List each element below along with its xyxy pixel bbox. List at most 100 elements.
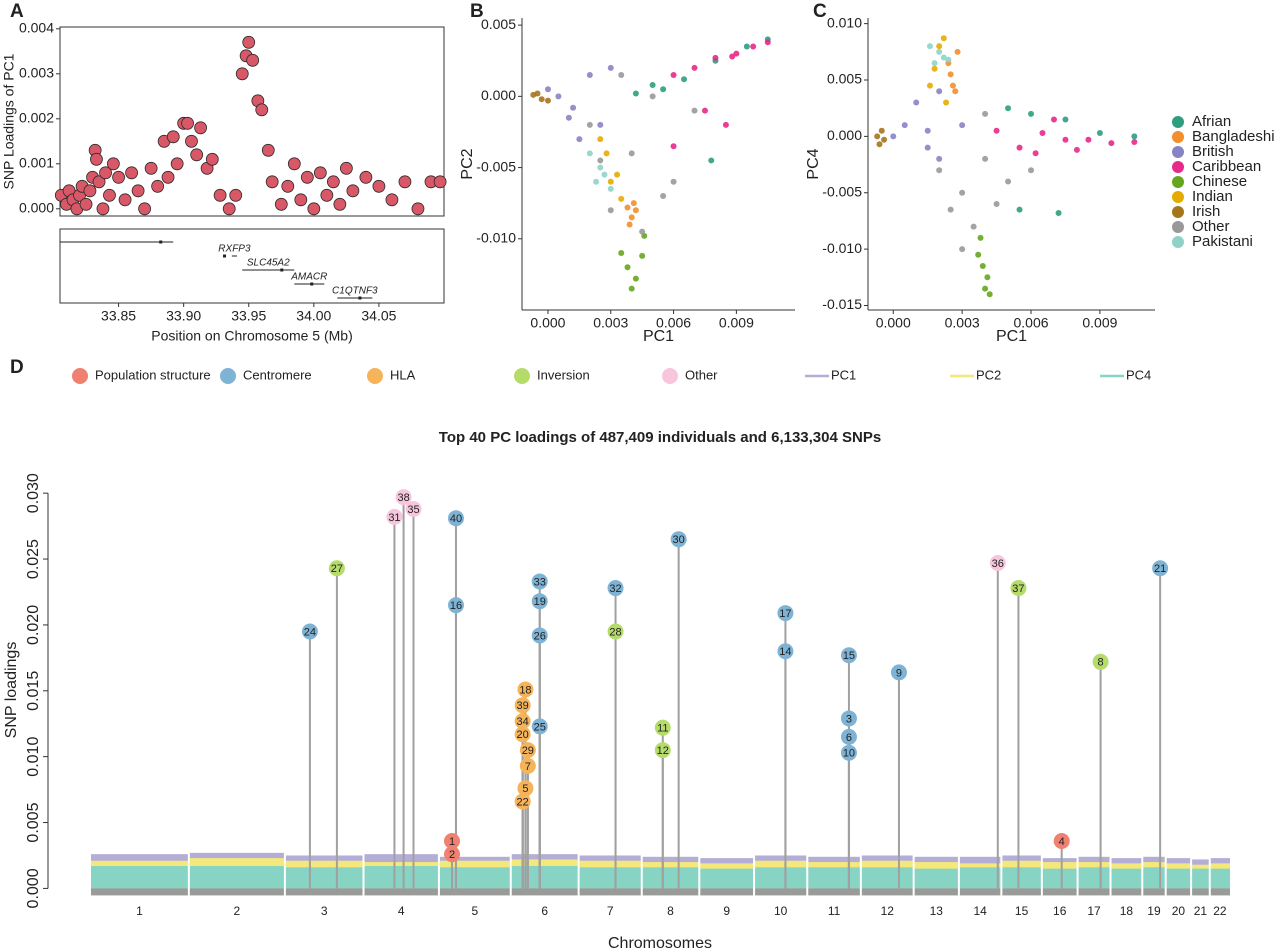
legend-swatch (1172, 131, 1184, 143)
peak-marker (840, 728, 857, 745)
snp-point (246, 53, 260, 67)
point (544, 97, 551, 104)
snp-point (131, 184, 145, 198)
point (1005, 178, 1012, 185)
snp-point (265, 175, 279, 189)
point (1108, 140, 1115, 147)
background-loadings (438, 867, 511, 889)
baseline-band (90, 888, 189, 896)
peak-rank: 10 (843, 748, 855, 760)
legend-swatch (1172, 176, 1184, 188)
peak-marker (890, 664, 907, 681)
background-loadings (807, 867, 861, 889)
point (926, 43, 933, 50)
x-tick-label: 15 (1015, 904, 1029, 918)
legend-label: PC2 (976, 367, 1001, 382)
x-tick-label: 5 (471, 904, 478, 918)
snp-point (125, 166, 138, 180)
snp-point (261, 143, 275, 157)
point (1050, 116, 1057, 123)
baseline-band (1041, 888, 1078, 896)
panel-label: D (10, 357, 24, 378)
snp-point (222, 202, 236, 216)
y-tick-label: 0.005 (827, 71, 862, 87)
plot-frame (59, 26, 445, 217)
point (1039, 129, 1046, 136)
point (607, 207, 614, 214)
snp-point (161, 170, 175, 184)
peak-marker (328, 560, 345, 577)
baseline-band (699, 888, 755, 896)
gene-track-frame (59, 228, 445, 304)
point (1131, 139, 1138, 146)
point (979, 263, 986, 270)
point (628, 214, 635, 221)
point (628, 150, 635, 157)
peak-marker (519, 757, 536, 774)
background-loadings (510, 866, 579, 889)
peak-rank: 30 (673, 534, 685, 546)
point (926, 82, 933, 89)
point (624, 204, 631, 211)
x-tick-label: 22 (1213, 904, 1227, 918)
point (597, 157, 604, 164)
background-loadings (1110, 868, 1143, 889)
snp-point (326, 175, 340, 189)
point (544, 86, 551, 93)
point (632, 207, 639, 214)
x-tick-label: 8 (667, 904, 674, 918)
snp-point (112, 170, 125, 184)
point (691, 64, 698, 71)
baseline-band (754, 888, 808, 896)
snp-point (185, 134, 198, 148)
peak-rank: 39 (517, 700, 529, 712)
snp-point (151, 179, 165, 193)
snp-point (229, 188, 243, 202)
baseline-band (807, 888, 861, 896)
snp-point (320, 188, 334, 202)
snp-point (242, 35, 256, 49)
y-tick-label: 0.020 (25, 605, 42, 645)
legend-swatch (367, 368, 383, 384)
background-loadings (1077, 867, 1111, 889)
snp-point (433, 175, 447, 189)
legend-label: Population structure (95, 367, 211, 382)
peak-marker (607, 580, 624, 597)
point (913, 99, 920, 106)
point (977, 234, 984, 241)
point (670, 71, 677, 78)
snp-point (274, 197, 288, 211)
baseline-band (578, 888, 642, 896)
y-axis-label: SNP Loadings of PC1 (1, 53, 17, 189)
point (691, 107, 698, 114)
baseline-band (958, 888, 1002, 896)
point (555, 93, 562, 100)
point (597, 164, 604, 171)
legend-label: Irish (1192, 203, 1220, 220)
point (639, 252, 646, 259)
point (1062, 116, 1069, 123)
peak-rank: 18 (519, 684, 531, 696)
baseline-band (188, 888, 285, 896)
background-loadings (188, 866, 285, 889)
background-loadings (860, 867, 914, 889)
peak-marker (1092, 653, 1109, 670)
point (729, 53, 736, 60)
x-tick-label: 0.000 (876, 315, 911, 331)
point (954, 48, 961, 55)
baseline-band (363, 888, 439, 896)
peak-marker (531, 593, 548, 610)
snp-point (313, 166, 327, 180)
point (881, 136, 888, 143)
x-axis-label: Position on Chromosome 5 (Mb) (151, 328, 353, 344)
snp-point (339, 161, 353, 175)
peak-rank: 35 (407, 504, 419, 516)
peak-rank: 16 (450, 600, 462, 612)
x-tick-label: 3 (321, 904, 328, 918)
legend-label: Caribbean (1192, 158, 1261, 175)
point (670, 178, 677, 185)
x-tick-label: 21 (1194, 904, 1208, 918)
baseline-band (1110, 888, 1143, 896)
gene-exon (159, 240, 163, 244)
